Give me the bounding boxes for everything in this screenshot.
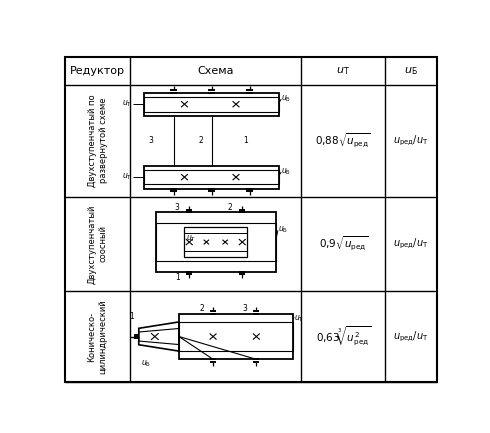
Text: $0{,}88\sqrt{u_{\rm ред}}$: $0{,}88\sqrt{u_{\rm ред}}$ (315, 132, 371, 150)
Text: 2: 2 (228, 203, 233, 212)
Text: 1: 1 (129, 311, 134, 320)
Text: $u_{\rm ред}/u_{\rm T}$: $u_{\rm ред}/u_{\rm T}$ (393, 237, 429, 251)
Text: 3: 3 (243, 304, 247, 313)
Text: Коническо-
цилиндрический: Коническо- цилиндрический (88, 299, 108, 374)
Text: 2: 2 (199, 304, 204, 313)
Text: Двухступенчатый
соосный: Двухступенчатый соосный (88, 204, 108, 284)
Text: $u_{\rm Б}$: $u_{\rm Б}$ (141, 358, 151, 368)
Text: $u_{\rm T}$: $u_{\rm T}$ (122, 99, 132, 110)
Text: $u_{\rm ред}/u_{\rm T}$: $u_{\rm ред}/u_{\rm T}$ (393, 133, 429, 148)
Text: $u_{\rm Б}$: $u_{\rm Б}$ (281, 167, 292, 178)
Text: $0{,}63\!\sqrt[3]{u^{2}_{\rm ред}}$: $0{,}63\!\sqrt[3]{u^{2}_{\rm ред}}$ (316, 325, 371, 348)
Text: $u_{\rm T}$: $u_{\rm T}$ (294, 313, 304, 323)
Text: 3: 3 (148, 136, 153, 145)
Text: Схема: Схема (197, 66, 234, 76)
Text: 1: 1 (243, 136, 248, 145)
Text: $u_{\rm ред}/u_{\rm T}$: $u_{\rm ред}/u_{\rm T}$ (393, 330, 429, 344)
Text: Двухступенчатый по
развернутой схеме: Двухступенчатый по развернутой схеме (88, 94, 108, 187)
Text: $u_{\mathrm{T}}$: $u_{\mathrm{T}}$ (336, 65, 350, 77)
Text: $u_{\rm T}$: $u_{\rm T}$ (122, 172, 132, 182)
Text: 2: 2 (198, 136, 203, 145)
Text: 1: 1 (175, 272, 179, 281)
Text: $u_{\mathrm{Б}}$: $u_{\mathrm{Б}}$ (404, 65, 418, 77)
Text: $u_{\rm Б}$: $u_{\rm Б}$ (281, 94, 292, 104)
Text: $0{,}9\sqrt{u_{\rm ред}}$: $0{,}9\sqrt{u_{\rm ред}}$ (318, 235, 368, 253)
Text: 3: 3 (175, 203, 180, 212)
Text: Редуктор: Редуктор (70, 66, 125, 76)
Text: $u_{\rm T}$: $u_{\rm T}$ (186, 234, 196, 244)
Text: $u_{\rm Б}$: $u_{\rm Б}$ (278, 225, 288, 236)
